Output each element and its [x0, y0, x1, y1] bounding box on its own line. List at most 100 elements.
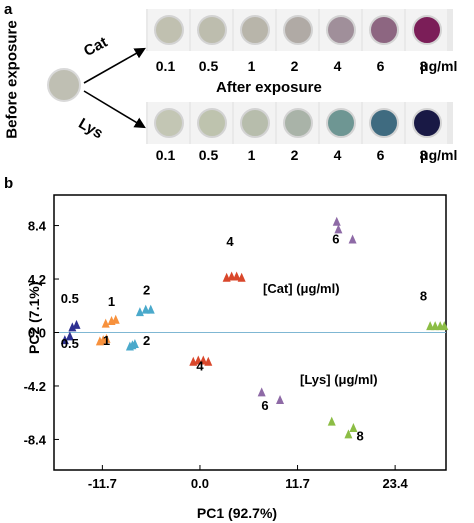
data-point [135, 307, 144, 317]
data-point [204, 356, 213, 366]
data-point [349, 422, 358, 432]
lys-well-6 [368, 108, 399, 138]
point-label: 4 [196, 359, 204, 374]
cat-concentration-label: 1 [247, 58, 256, 74]
cat-concentration-row: 0.1 0.5 1 2 4 6 8 [144, 58, 445, 74]
cat-unit: μg/ml [420, 58, 458, 74]
data-point [440, 321, 449, 331]
data-point [199, 355, 208, 365]
lys-well-cell [148, 102, 189, 144]
cat-well-5 [325, 15, 356, 45]
panel-b-label: b [4, 175, 14, 192]
data-point [332, 216, 341, 226]
data-point [257, 387, 266, 397]
cat-concentration-label: 6 [376, 58, 385, 74]
data-point [426, 321, 435, 331]
lys-well-cell [363, 102, 404, 144]
lys-concentration-label: 0.1 [155, 147, 176, 163]
x-tick-label: 23.4 [382, 476, 408, 491]
y-tick-label: 4.2 [28, 272, 46, 287]
lys-well-7 [411, 108, 442, 138]
y-tick-label: 8.4 [28, 219, 47, 234]
data-point [128, 340, 137, 350]
data-point [146, 304, 155, 314]
cat-well-cell [320, 9, 361, 51]
data-point [327, 416, 336, 426]
cat-well-7 [411, 15, 442, 45]
point-label: 1 [108, 294, 115, 309]
lys-well-cell [234, 102, 275, 144]
data-point [194, 355, 203, 365]
lys-concentration-label: 2 [290, 147, 299, 163]
cat-well-cell [363, 9, 404, 51]
lys-well-cell [320, 102, 361, 144]
cat-well-6 [368, 15, 399, 45]
after-exposure-label: After exposure [216, 79, 322, 96]
lys-well-cell [191, 102, 232, 144]
cat-well-1 [153, 15, 184, 45]
point-label: 2 [143, 333, 150, 348]
cat-arrow [83, 47, 146, 84]
data-point [276, 394, 285, 404]
data-point [141, 304, 150, 314]
y-tick-label: 0.0 [28, 326, 46, 341]
x-tick-label: 0.0 [191, 476, 209, 491]
point-label: 2 [143, 282, 150, 297]
data-point [101, 318, 110, 328]
before-exposure-well [47, 68, 81, 102]
data-point [65, 331, 74, 341]
cat-well-strip [146, 9, 453, 51]
lys-concentration-row: 0.1 0.5 1 2 4 6 8 [144, 147, 445, 163]
data-point [68, 322, 77, 332]
lys-concentration-label: 4 [333, 147, 342, 163]
point-label: 4 [226, 234, 234, 249]
pc1-axis-label: PC1 (92.7%) [197, 505, 277, 521]
lys-unit: μg/ml [420, 147, 458, 163]
x-tick-label: -11.7 [88, 476, 117, 491]
cat-well-cell [277, 9, 318, 51]
data-point [99, 335, 108, 345]
cat-well-cell [406, 9, 447, 51]
cat-group-label: [Cat] (μg/ml) [263, 281, 340, 296]
cat-well-cell [234, 9, 275, 51]
point-label: 6 [332, 231, 339, 246]
y-tick-label: -4.2 [24, 379, 46, 394]
data-point [232, 271, 241, 281]
point-label: 8 [420, 289, 427, 304]
point-label: 8 [356, 429, 363, 444]
lys-well-cell [406, 102, 447, 144]
data-point [111, 314, 120, 324]
x-tick-label: 11.7 [285, 476, 310, 491]
panel-a-label: a [4, 1, 13, 18]
cat-well-2 [196, 15, 227, 45]
lys-well-1 [153, 108, 184, 138]
y-tick-label: -8.4 [24, 432, 47, 447]
cat-concentration-label: 2 [290, 58, 299, 74]
cat-concentration-label: 8 [419, 58, 428, 74]
lys-arrow [83, 90, 146, 129]
lys-concentration-label: 6 [376, 147, 385, 163]
cat-concentration-label: 4 [333, 58, 342, 74]
lys-concentration-label: 1 [247, 147, 256, 163]
cat-concentration-label: 0.1 [155, 58, 176, 74]
cat-concentration-label: 0.5 [198, 58, 219, 74]
data-point [344, 429, 353, 439]
exposure-arrows [83, 47, 146, 129]
lys-concentration-label: 0.5 [198, 147, 219, 163]
cat-well-3 [239, 15, 270, 45]
data-point [72, 319, 81, 329]
data-point [431, 321, 440, 331]
lys-well-2 [196, 108, 227, 138]
data-point [334, 224, 343, 234]
data-point [227, 271, 236, 281]
lys-well-cell [277, 102, 318, 144]
lys-well-4 [282, 108, 313, 138]
cat-well-cell [191, 9, 232, 51]
lys-well-strip [146, 102, 453, 144]
point-label: 0.5 [61, 336, 79, 351]
point-label: 1 [103, 333, 110, 348]
lys-group-label: [Lys] (μg/ml) [300, 372, 378, 387]
data-point [237, 272, 246, 282]
point-label: 6 [261, 398, 268, 413]
